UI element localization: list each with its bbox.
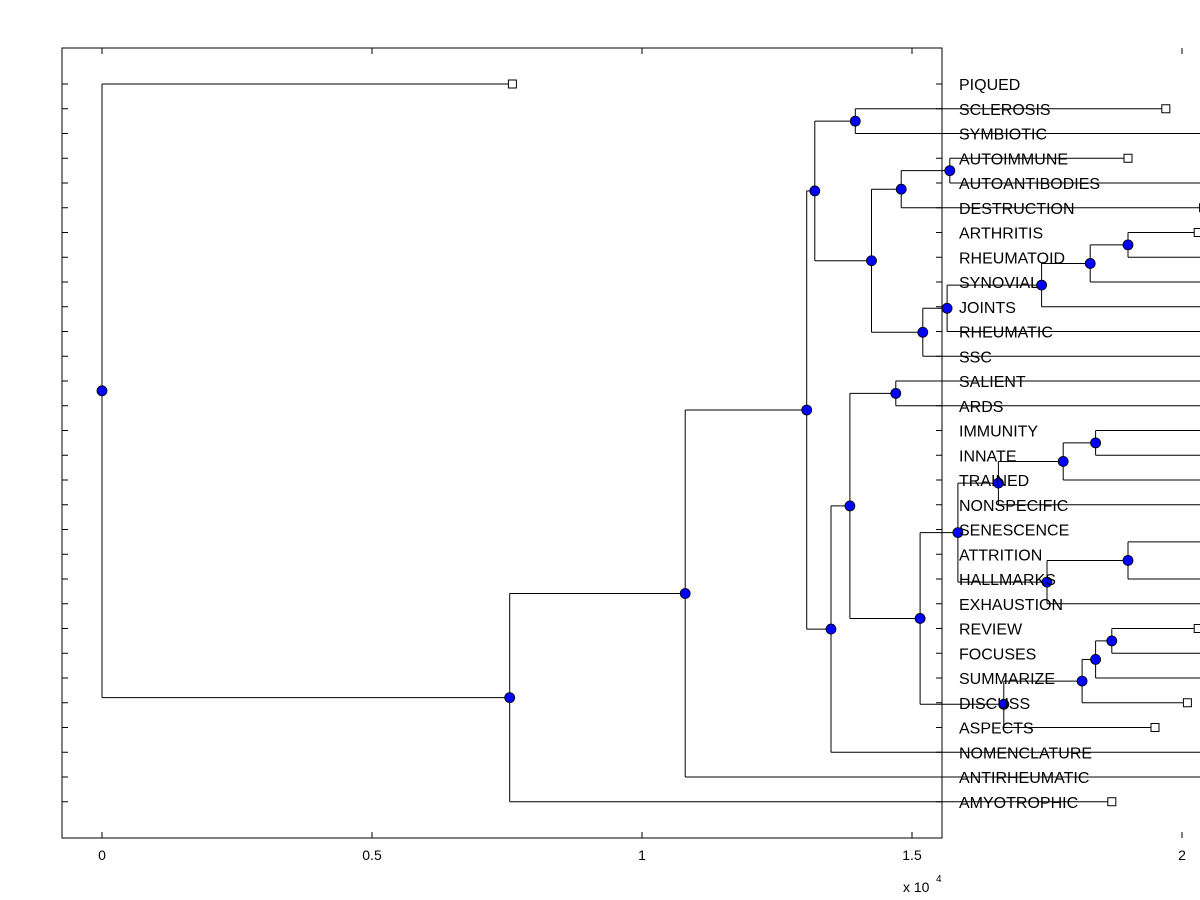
- leaf-label: FOCUSES: [959, 646, 1036, 663]
- leaf-label: ATTRITION: [959, 547, 1042, 564]
- leaf-label: SYMBIOTIC: [959, 127, 1047, 144]
- leaf-label: NOMENCLATURE: [959, 745, 1092, 762]
- x-tick-label: 2: [1178, 847, 1186, 863]
- leaf-label: IMMUNITY: [959, 424, 1038, 441]
- merge-node: [1090, 437, 1101, 449]
- leaf-marker: [1193, 624, 1200, 633]
- merge-node: [941, 302, 953, 314]
- merge-node: [825, 623, 837, 635]
- merge-node: [914, 613, 926, 624]
- leaf-label: AUTOANTIBODIES: [959, 176, 1100, 193]
- merge-node: [890, 387, 902, 399]
- x-axis: 00.511.522.53: [98, 48, 1186, 863]
- leaf-marker: [1107, 797, 1117, 807]
- leaf-label: NONSPECIFIC: [959, 498, 1068, 515]
- merge-node: [944, 165, 956, 177]
- leaf-marker: [1193, 228, 1200, 237]
- merge-node: [809, 185, 821, 197]
- x-tick-label: 0: [98, 847, 106, 863]
- leaf-marker: [1150, 723, 1160, 732]
- merge-node: [1090, 654, 1101, 665]
- leaf-label: EXHAUSTION: [959, 597, 1063, 614]
- x-scale-exponent: 4: [936, 874, 942, 885]
- merge-nodes: [96, 115, 1134, 710]
- leaf-marker: [1123, 153, 1133, 163]
- leaf-label: SENESCENCE: [959, 523, 1069, 540]
- leaf-label: RHEUMATIC: [959, 325, 1053, 342]
- leaf-marker: [507, 79, 517, 89]
- merge-node: [952, 527, 964, 538]
- leaf-marker: [1161, 104, 1171, 114]
- merge-node: [1076, 675, 1088, 687]
- leaf-label: ANTIRHEUMATIC: [959, 770, 1089, 787]
- leaf-label: INNATE: [959, 448, 1016, 465]
- merge-node: [866, 255, 877, 267]
- leaf-label: TRAINED: [959, 473, 1029, 490]
- merge-node: [998, 698, 1010, 710]
- merge-node: [917, 326, 929, 338]
- x-tick-label: 0.5: [362, 847, 382, 863]
- merge-node: [1122, 555, 1134, 566]
- leaf-label: ARTHRITIS: [959, 226, 1043, 243]
- leaf-label: DESTRUCTION: [959, 201, 1075, 218]
- merge-node: [1057, 456, 1069, 467]
- leaf-label: AUTOIMMUNE: [959, 151, 1068, 168]
- merge-node: [1036, 279, 1047, 291]
- x-tick-label: 1: [638, 847, 646, 863]
- leaf-label: SYNOVIAL: [959, 275, 1039, 292]
- leaf-markers: [507, 79, 1200, 807]
- leaf-labels: PIQUED SCLEROSIS SYMBIOTIC AUTOIMMUNE AUTOAN…: [959, 77, 1100, 812]
- merge-node: [1041, 576, 1053, 588]
- merge-node: [504, 692, 516, 704]
- x-scale-label: x 10: [903, 879, 930, 895]
- leaf-label: SUMMARIZE: [959, 671, 1055, 688]
- plot-frame: [61, 47, 943, 839]
- dendrogram-links: [101, 83, 1200, 803]
- merge-node: [849, 115, 861, 127]
- merge-node: [1084, 258, 1096, 269]
- leaf-label: AMYOTROPHIC: [959, 795, 1078, 812]
- merge-node: [1106, 635, 1118, 647]
- merge-node: [1122, 239, 1134, 251]
- leaf-label: RHEUMATOID: [959, 250, 1065, 267]
- leaf-marker: [1182, 698, 1192, 708]
- leaf-label: SALIENT: [959, 374, 1026, 391]
- leaf-label: HALLMARKS: [959, 572, 1056, 589]
- merge-node: [801, 404, 813, 416]
- leaf-label: PIQUED: [959, 77, 1020, 94]
- merge-node: [679, 588, 691, 599]
- merge-node: [895, 183, 907, 195]
- leaf-label: ASPECTS: [959, 721, 1034, 738]
- merge-node: [993, 477, 1004, 489]
- leaf-label: SCLEROSIS: [959, 102, 1051, 119]
- x-tick-label: 1.5: [902, 847, 922, 863]
- merge-node: [844, 500, 856, 512]
- leaf-label: REVIEW: [959, 622, 1023, 639]
- y-ticks: [62, 83, 942, 803]
- leaf-label: JOINTS: [959, 300, 1016, 317]
- leaf-label: DISCUSS: [959, 696, 1030, 713]
- leaf-label: SSC: [959, 349, 992, 366]
- merge-node: [96, 385, 108, 397]
- leaf-label: ARDS: [959, 399, 1003, 416]
